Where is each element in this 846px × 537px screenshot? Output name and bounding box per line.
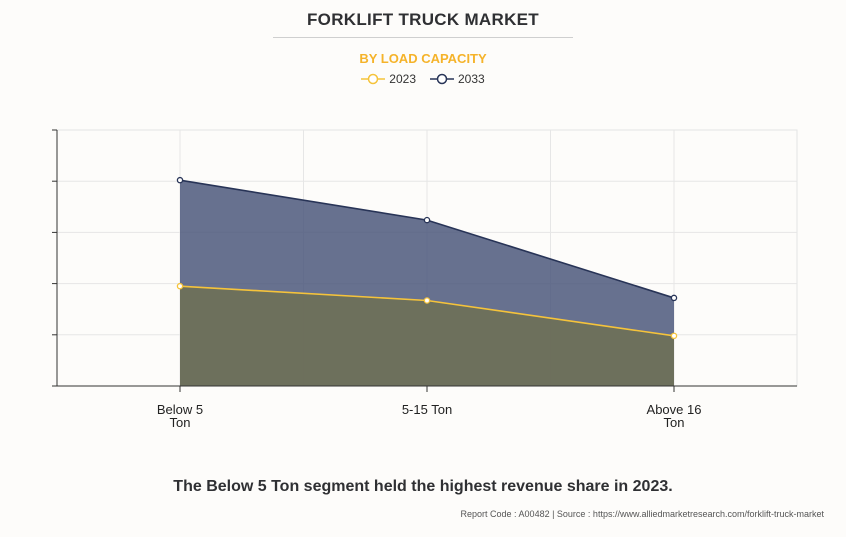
x-tick-label: Below 5 [157, 402, 203, 417]
x-tick-label: Ton [170, 415, 191, 430]
legend-label-2023: 2023 [389, 72, 416, 86]
legend-marker-2023-icon [361, 73, 386, 85]
data-point-2023-0 [176, 282, 184, 290]
source-citation: Report Code : A00482 | Source : https://… [460, 509, 824, 519]
title-divider [273, 37, 573, 38]
area-series-2023 [180, 286, 674, 386]
x-tick-label: Above 16 [647, 402, 702, 417]
chart-subtitle: BY LOAD CAPACITY [359, 51, 487, 66]
chart-title: FORKLIFT TRUCK MARKET [307, 10, 539, 29]
x-tick-label: Ton [664, 415, 685, 430]
legend-marker-2033-icon [430, 73, 454, 85]
data-point-2023-1 [423, 297, 431, 304]
data-point-2033-1 [423, 216, 431, 224]
legend: 2023 2033 [0, 72, 846, 86]
data-point-2033-2 [670, 294, 678, 302]
x-tick-label: 5-15 Ton [402, 402, 452, 417]
legend-label-2033: 2033 [458, 72, 485, 86]
legend-item-2023[interactable]: 2023 [361, 72, 416, 86]
data-point-2023-2 [670, 332, 678, 340]
legend-item-2033[interactable]: 2033 [430, 72, 485, 86]
footer-note: The Below 5 Ton segment held the highest… [173, 478, 673, 495]
data-point-2033-0 [176, 176, 184, 184]
